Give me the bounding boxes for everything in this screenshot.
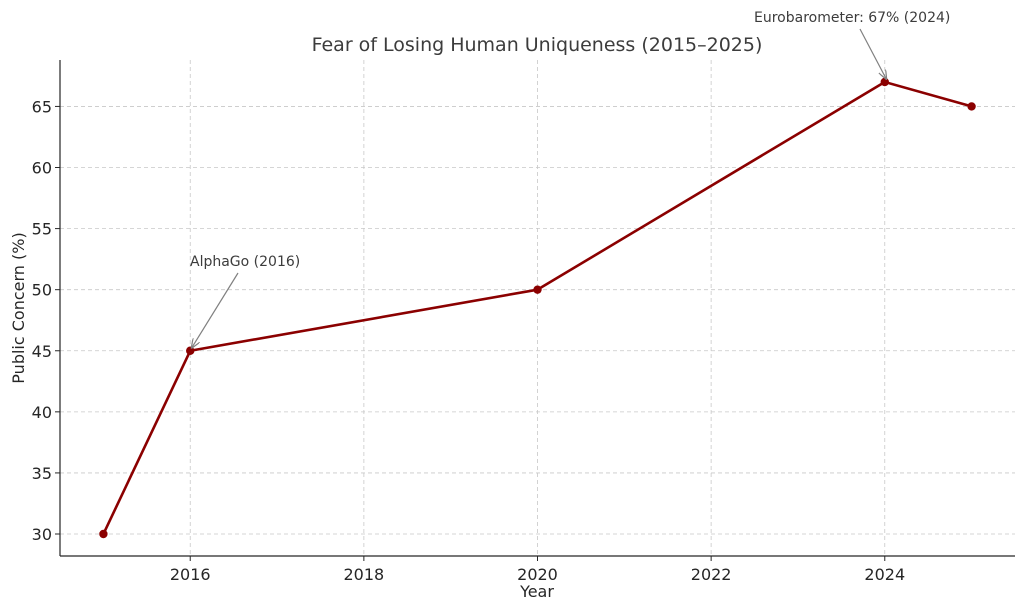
y-tick-label: 60 xyxy=(32,159,52,178)
data-point xyxy=(967,102,976,111)
x-axis-label: Year xyxy=(519,582,554,601)
y-tick-label: 50 xyxy=(32,281,52,300)
chart-title: Fear of Losing Human Uniqueness (2015–20… xyxy=(312,34,763,56)
data-point xyxy=(186,346,195,355)
x-tick-label: 2018 xyxy=(344,565,385,584)
data-point xyxy=(533,285,542,294)
annotations: AlphaGo (2016) Eurobarometer: 67% (2024) xyxy=(190,10,950,348)
x-tick-label: 2024 xyxy=(864,565,905,584)
x-tick-label: 2022 xyxy=(691,565,732,584)
annotation-label: Eurobarometer: 67% (2024) xyxy=(754,10,950,26)
annotation-label: AlphaGo (2016) xyxy=(190,254,300,270)
y-tick-label: 40 xyxy=(32,403,52,422)
y-tick-label: 35 xyxy=(32,464,52,483)
y-axis-label: Public Concern (%) xyxy=(9,232,28,383)
x-tick-label: 2016 xyxy=(170,565,211,584)
y-tick-label: 45 xyxy=(32,342,52,361)
x-tick-label: 2020 xyxy=(517,565,558,584)
data-point xyxy=(880,77,889,87)
annotation-arrow xyxy=(859,28,886,79)
data-point xyxy=(99,529,108,539)
annotation-arrow xyxy=(192,272,239,348)
y-tick-label: 65 xyxy=(32,97,52,116)
grid xyxy=(60,60,1015,556)
ticks: 2016 2018 2020 2022 2024 30 35 40 45 50 55 60 65 xyxy=(32,97,905,584)
y-tick-label: 55 xyxy=(32,220,52,239)
y-tick-label: 30 xyxy=(32,525,52,544)
